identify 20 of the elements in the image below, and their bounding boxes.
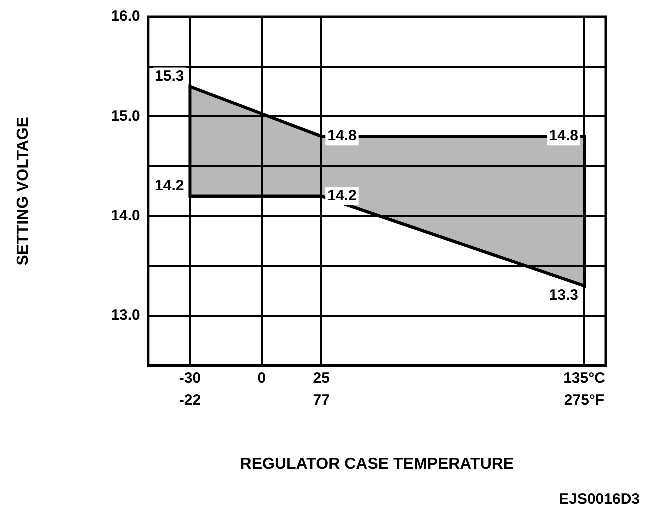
x2-tick-label: 77 [313, 392, 330, 409]
x2-tick-label: 275°F [564, 392, 605, 409]
y-tick-label: 13.0 [111, 307, 140, 324]
data-label: 14.2 [155, 178, 184, 195]
data-label: 14.2 [328, 188, 357, 205]
x-tick-label: 25 [313, 370, 330, 387]
y-tick-label: 15.0 [111, 108, 140, 125]
x-tick-label: 0 [258, 370, 266, 387]
x-axis-title: REGULATOR CASE TEMPERATURE [240, 456, 514, 473]
data-label: 14.8 [549, 128, 579, 145]
y-tick-label: 14.0 [111, 207, 140, 224]
y-tick-label: 16.0 [111, 8, 140, 26]
x-tick-label: -30 [179, 370, 202, 387]
x-tick-label: 135°C [564, 370, 606, 387]
data-label: 13.3 [549, 287, 579, 304]
text: EJS0016D3 [559, 491, 640, 508]
x2-tick-label: -22 [179, 392, 202, 409]
data-label: 15.3 [155, 68, 184, 85]
y-axis-title: SETTING VOLTAGE [15, 116, 32, 266]
data-label: 14.8 [328, 128, 357, 145]
